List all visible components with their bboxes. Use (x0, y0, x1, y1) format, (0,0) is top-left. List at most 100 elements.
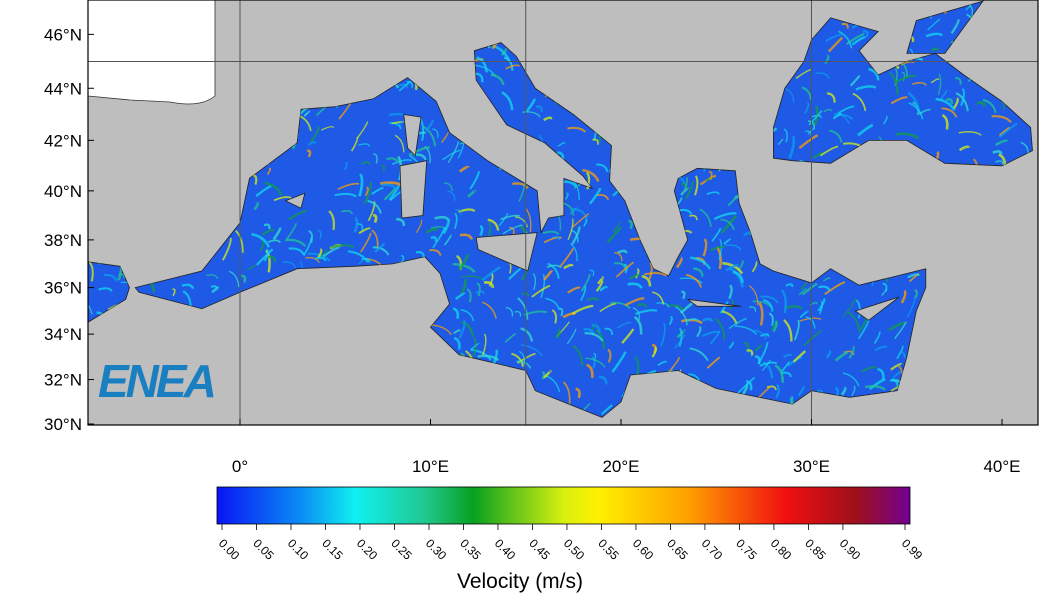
current-streak (452, 307, 460, 319)
current-streak (98, 287, 113, 292)
current-streak (317, 229, 322, 239)
current-streak (906, 296, 916, 318)
current-streak (367, 199, 382, 214)
current-streak (500, 214, 521, 221)
current-streak (660, 323, 666, 347)
current-streak (634, 355, 640, 375)
current-streak (310, 126, 320, 143)
current-streak (681, 318, 703, 325)
current-streak (460, 308, 475, 322)
current-streak (613, 262, 627, 269)
current-streak (874, 345, 888, 352)
current-streak (651, 346, 657, 358)
current-streak (725, 264, 740, 272)
colorbar-tick-label: 0.50 (561, 536, 588, 563)
current-streak (264, 181, 283, 197)
current-streak (930, 47, 939, 52)
current-streak (768, 312, 774, 326)
current-streak (752, 329, 767, 340)
current-streak (720, 218, 735, 231)
current-streak (882, 115, 888, 125)
current-streak (918, 108, 931, 115)
current-streak (849, 74, 861, 87)
current-streak (328, 210, 335, 231)
current-streak (823, 277, 831, 282)
current-streak (481, 266, 501, 282)
current-streak (748, 306, 757, 312)
current-streak (901, 71, 906, 82)
current-streak (469, 171, 481, 190)
current-streak (702, 317, 714, 322)
current-streak (617, 249, 628, 254)
current-streak (505, 307, 514, 317)
colorbar-tick-label: 0.65 (664, 536, 691, 563)
current-streak (842, 372, 860, 387)
current-streak (181, 283, 195, 290)
current-streak (746, 349, 754, 356)
current-streak (543, 236, 562, 244)
current-streak (546, 264, 562, 269)
map (88, 0, 1038, 425)
current-streak (774, 364, 785, 383)
current-streak (862, 30, 869, 38)
current-streak (882, 282, 888, 292)
current-streak (514, 216, 529, 228)
current-streak (824, 54, 830, 65)
current-streak (314, 256, 327, 262)
current-streak (580, 273, 591, 292)
current-streak (564, 192, 569, 200)
current-streak (675, 306, 688, 326)
current-streak (785, 283, 794, 288)
current-streak (635, 268, 640, 279)
current-streak (845, 32, 865, 46)
island (399, 160, 428, 219)
current-streak (206, 274, 219, 280)
current-streak (833, 113, 854, 120)
lat-tick-label: 46°N (44, 25, 82, 44)
current-streak (595, 329, 606, 349)
current-streak (567, 286, 581, 294)
current-streak (825, 350, 832, 359)
current-streak (994, 139, 1009, 147)
current-streak (591, 323, 601, 333)
current-streak (656, 302, 670, 308)
current-streak (557, 142, 566, 148)
current-streak (267, 255, 277, 263)
current-streak (386, 157, 399, 163)
current-streak (509, 227, 515, 235)
current-streak (762, 361, 774, 379)
colorbar-tick-label: 0.30 (423, 536, 450, 563)
colorbar-tick-label: 0.35 (457, 536, 484, 563)
current-streak (522, 111, 541, 118)
current-streak (103, 273, 119, 282)
current-streak (267, 239, 282, 244)
current-streak (288, 209, 307, 221)
current-streak (394, 134, 405, 153)
current-streak (775, 384, 780, 399)
current-streak (941, 107, 958, 118)
current-streak (805, 316, 816, 329)
current-streak (441, 131, 449, 143)
current-streak (633, 316, 643, 335)
current-streak (873, 331, 881, 344)
current-streak (391, 159, 412, 165)
current-streak (535, 105, 543, 113)
current-streak (358, 143, 371, 147)
colorbar-tick-label: 0.10 (285, 536, 312, 563)
current-streak (588, 187, 602, 205)
current-streak (685, 273, 703, 288)
current-streak (398, 83, 409, 88)
current-streak (337, 182, 360, 190)
current-streak (567, 218, 574, 240)
current-streak (798, 287, 807, 296)
current-streak (572, 345, 584, 367)
current-streak (347, 250, 369, 263)
current-streak (371, 187, 384, 195)
current-streak (255, 184, 272, 198)
current-streak (572, 213, 590, 228)
current-streak (783, 353, 792, 359)
current-streak (398, 80, 412, 92)
current-streak (388, 185, 400, 201)
current-streak (898, 351, 906, 359)
current-streak (851, 385, 856, 396)
